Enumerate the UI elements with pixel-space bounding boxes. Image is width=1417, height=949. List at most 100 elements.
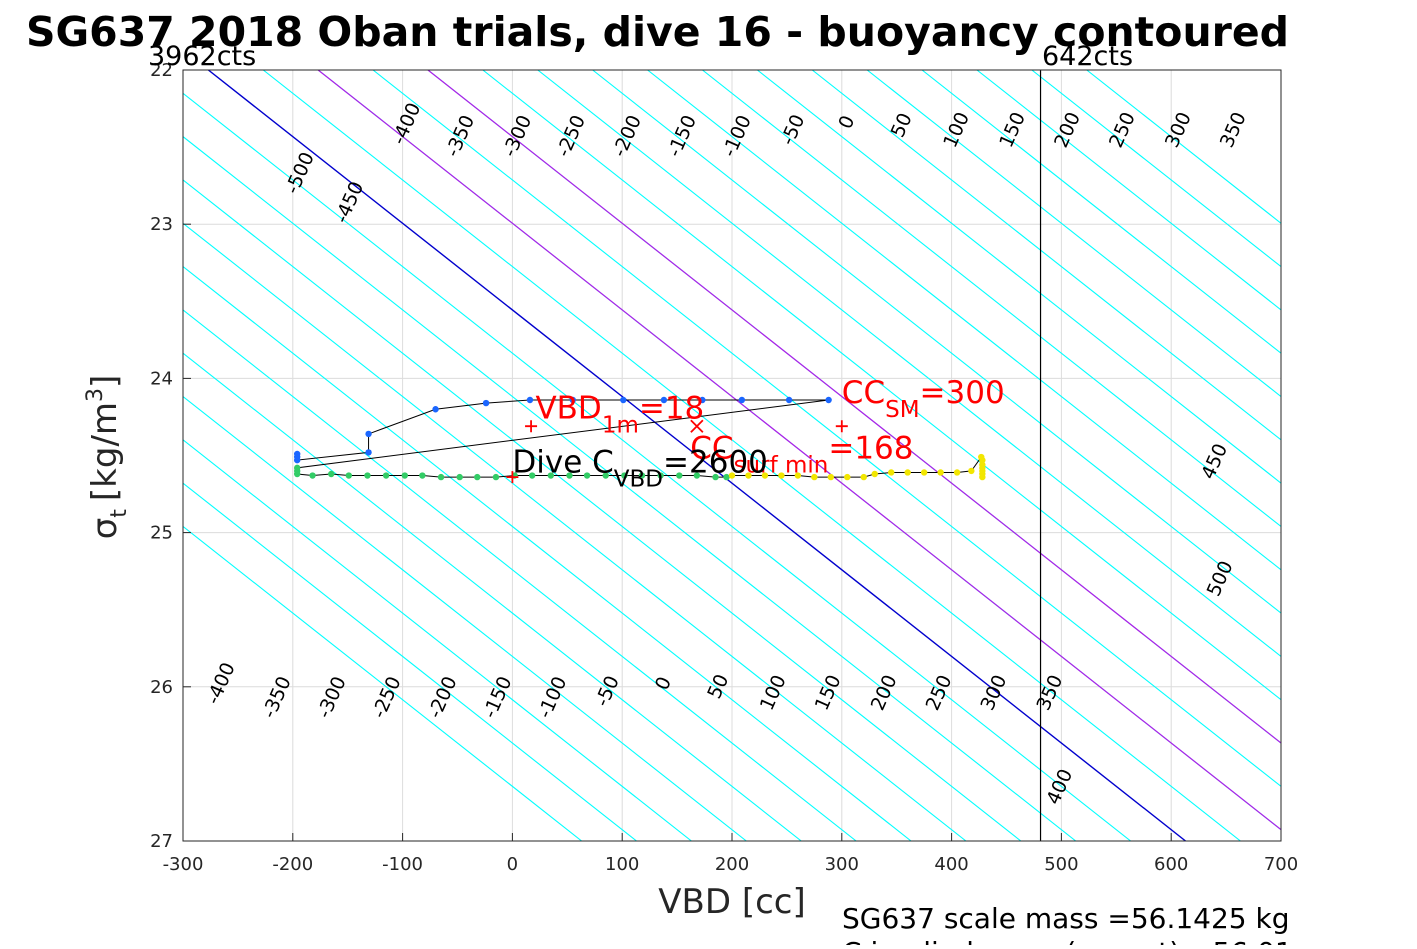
data-point [827,473,835,481]
data-point [785,396,793,404]
corner-label-right: 642cts [1042,41,1133,72]
annotation-main: CC [690,431,733,467]
footnote-scale-mass: SG637 scale mass =56.1425 kg [842,902,1290,935]
data-point [794,472,802,479]
data-point [712,473,719,481]
annotation-subscript: 1m [602,412,639,438]
x-axis-label: VBD [cc] [658,882,806,922]
chart-title: SG637 2018 Oban trials, dive 16 - buoyan… [26,8,1289,56]
contour-line-zero [207,70,1186,841]
annotation-value: =300 [920,375,1005,411]
y-tick-label: 24 [150,368,173,389]
contour-line-magenta [427,70,1281,744]
contour-line-cyan [1031,70,1281,268]
data-point [621,472,628,479]
data-point [904,469,911,476]
plus-marker [835,420,848,433]
contour-line-cyan [183,482,637,841]
x-tick-label: 500 [1044,854,1078,875]
data-point [419,472,426,479]
contour-line-cyan [482,70,1281,701]
y-tick-label: 25 [150,523,173,544]
data-point [825,396,832,404]
contour-line-cyan [811,70,1281,441]
data-point [382,472,390,479]
data-point [569,396,576,404]
annotation-divec: Dive CVBD=2600 [512,444,768,492]
data-point [811,473,818,481]
corner-label-left: 3962cts [148,41,256,72]
contour-line-cyan [183,222,967,841]
y-tick-label: 26 [150,677,173,698]
plus-marker [525,420,538,433]
contour-line-magenta [317,70,1281,831]
data-point [979,456,986,464]
data-point [745,472,752,479]
data-point [676,472,683,479]
data-point [888,469,895,476]
annotation-main: CC [842,375,885,411]
footnote-implied-mass: C implied mass (ascent) =56.01 [842,936,1293,945]
contour-line-cyan [183,395,747,841]
x-tick-label: 700 [1264,854,1298,875]
data-point [547,472,555,479]
contour-line-cyan [921,70,1281,354]
data-point [365,430,372,438]
annotation-markers [506,419,848,484]
contour-line-cyan [372,70,1281,788]
data-point [474,473,481,481]
data-point [583,472,591,479]
annotation-vbd1m: VBD1m=18 [535,390,704,438]
x-marker [690,419,704,433]
data-point [364,472,371,479]
data-point [761,472,769,479]
x-tick-label: 600 [1154,854,1188,875]
contour-line-cyan [262,70,1241,841]
contour-line-cyan [702,70,1281,528]
contour-line-cyan [183,92,1132,841]
annotation-value: =168 [828,431,913,467]
contour-line-cyan [866,70,1281,398]
x-tick-label: 400 [934,854,968,875]
x-tick-label: -200 [272,854,313,875]
data-point [968,467,975,475]
data-point [401,472,408,479]
x-tick-label: 200 [715,854,749,875]
x-tick-label: 300 [825,854,859,875]
data-point [738,396,746,404]
contour-line-cyan [183,309,857,841]
data-point [728,472,736,479]
data-point [482,399,490,407]
data-point [699,396,706,404]
x-tick-label: -300 [163,854,204,875]
data-point [526,396,534,404]
data-point [920,469,928,476]
contour-line-cyan [183,179,1022,841]
data-point [871,470,878,478]
contour-line-cyan [1086,70,1281,224]
data-point [566,472,573,479]
data-point [953,469,961,476]
data-point [860,473,867,481]
plus-marker [506,471,519,484]
y-axis-sup: 3 [83,388,108,402]
data-point [528,472,536,479]
y-tick-label: 23 [150,214,173,235]
data-point [456,473,463,481]
data-point [432,406,439,413]
data-point [844,473,851,481]
contour-lines [183,70,1281,841]
annotation-ccsurf: CCsurf min=168 [690,431,913,479]
contour-line-cyan [757,70,1281,484]
data-point [492,473,500,481]
contour-line-cyan [183,135,1077,841]
contour-line-cyan [537,70,1281,658]
x-tick-label: 100 [605,854,639,875]
data-point [937,469,944,476]
annotation-value: =18 [639,390,704,426]
y-axis-unit-close: ] [85,375,125,388]
data-point [979,473,986,481]
y-axis-unit: [kg/m [85,402,125,501]
contour-line-cyan [647,70,1281,571]
